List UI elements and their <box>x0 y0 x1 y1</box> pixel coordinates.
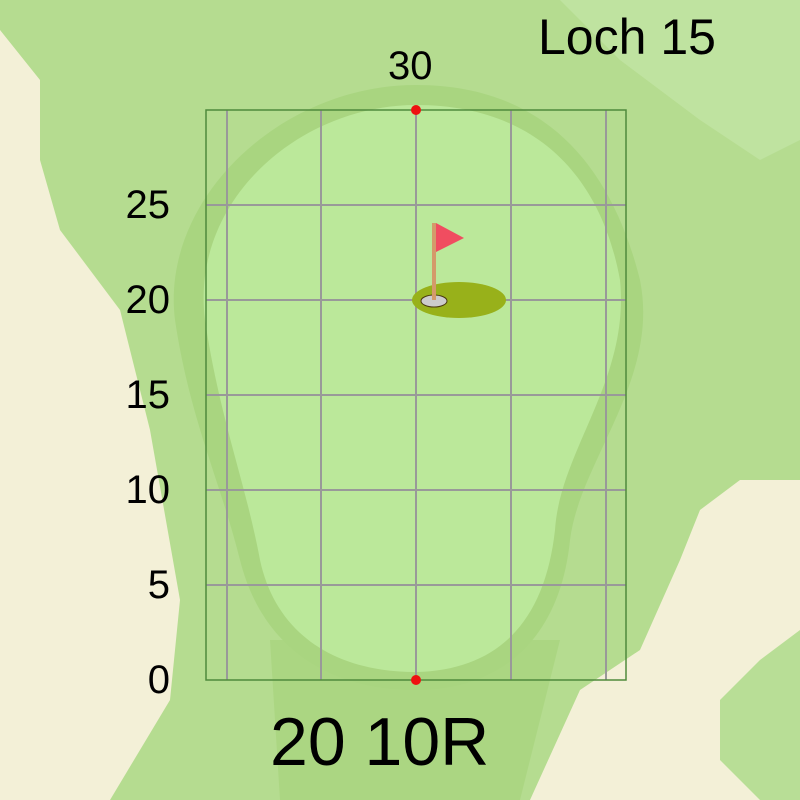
distance-marker <box>411 675 421 685</box>
light-rough-top-right <box>560 0 800 160</box>
distance-marker <box>411 105 421 115</box>
putting-green <box>203 105 621 672</box>
pin-flag <box>412 223 506 318</box>
y-axis-tick: 15 <box>125 373 171 417</box>
flag-pole <box>432 223 436 300</box>
y-axis-tick: 5 <box>147 563 170 607</box>
hole-title: Loch 15 <box>538 9 716 65</box>
flag-icon <box>436 223 464 252</box>
top-distance-label: 30 <box>388 44 433 88</box>
right-rough-bottom <box>720 630 800 800</box>
y-axis-tick: 20 <box>125 278 171 322</box>
y-axis-tick: 0 <box>147 658 170 702</box>
pin-position-label: 20 10R <box>270 704 490 780</box>
y-axis-tick: 10 <box>125 468 171 512</box>
y-axis-tick: 25 <box>125 183 171 227</box>
distance-grid <box>206 110 626 680</box>
